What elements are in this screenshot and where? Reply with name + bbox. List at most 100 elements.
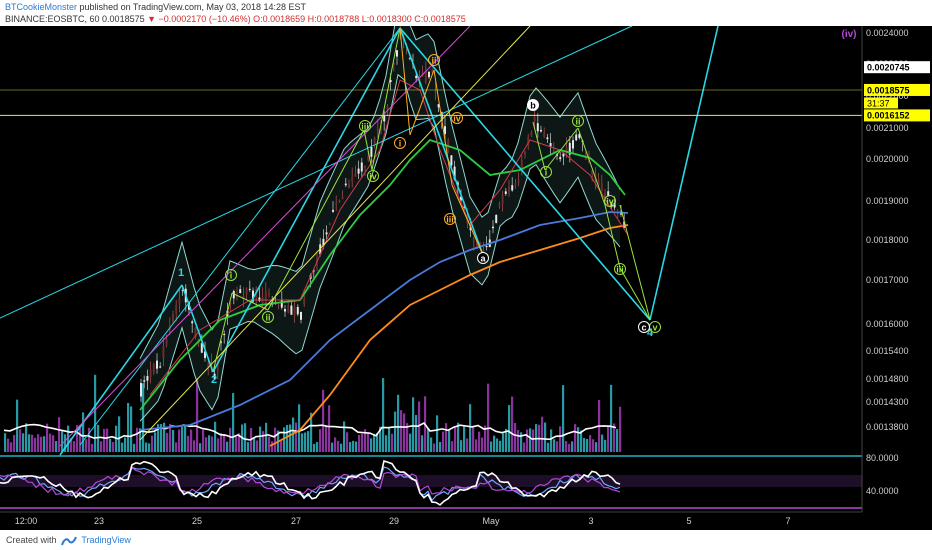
candle-body: [159, 366, 162, 368]
time-tick-label: 5: [686, 516, 691, 526]
horizontal-levels: [0, 89, 862, 116]
green-subwave-line: [604, 204, 621, 269]
candle-body: [376, 129, 379, 132]
volume-bar: [217, 438, 220, 452]
volume-bar: [136, 427, 139, 452]
volume-bar: [385, 435, 388, 452]
price-tick-label: 0.0014800: [866, 374, 909, 384]
candle-body: [424, 70, 427, 83]
volume-bar: [160, 424, 163, 452]
volume-bar: [415, 415, 418, 452]
volume-bar: [448, 429, 451, 452]
candle-body: [408, 57, 411, 59]
volume-bar: [4, 433, 7, 452]
candle-body: [533, 117, 536, 122]
candle-body: [354, 173, 357, 177]
wave-label-green-iii: iii: [361, 121, 369, 131]
countdown-bg: [864, 97, 898, 109]
footer: Created with TradingView: [0, 530, 932, 550]
price-tick-label: 0.0024000: [866, 28, 909, 38]
volume-bar: [382, 378, 385, 452]
volume-bar: [349, 442, 352, 452]
candle-body: [415, 75, 418, 79]
volume-bar: [559, 426, 562, 452]
volume-bar: [496, 438, 499, 452]
candle-body: [396, 50, 398, 57]
volume-bar: [565, 441, 568, 452]
wave-label-green-ii-2: ii: [575, 116, 580, 126]
candle-body: [172, 314, 174, 323]
candle-body: [559, 157, 562, 160]
volume-bar: [163, 422, 166, 452]
green-subwave-line: [371, 27, 401, 171]
volume-bar: [520, 432, 523, 452]
volume-bar: [184, 424, 187, 452]
author-link[interactable]: BTCookieMonster: [5, 2, 78, 12]
volume-bar: [52, 435, 55, 452]
candle-body: [460, 196, 462, 201]
cyan-wave-line: [181, 284, 214, 373]
volume-bar: [88, 427, 91, 452]
candle-body: [348, 184, 350, 188]
candle-body: [540, 129, 542, 132]
green-subwave-line: [212, 292, 233, 373]
wave-label-a-circle: [477, 252, 489, 264]
candle-body: [351, 177, 354, 182]
volume-bar: [148, 443, 151, 452]
candle-body: [325, 232, 328, 235]
candle-body: [178, 298, 181, 304]
green-subwave-line: [363, 129, 373, 171]
volume-bar: [202, 429, 205, 452]
price-change: ▼ −0.0002170 (−10.46%): [147, 14, 251, 24]
volume-bar: [67, 425, 70, 452]
candle-body: [341, 197, 344, 200]
volume-bar: [463, 426, 466, 452]
volume-bar: [586, 438, 589, 452]
candle-body: [508, 186, 510, 192]
candle-body: [568, 142, 571, 155]
candle-body: [204, 351, 206, 358]
time-tick-label: 7: [785, 516, 790, 526]
volume-bar: [502, 433, 505, 452]
candle-body: [604, 193, 606, 198]
volume-bar: [79, 425, 82, 452]
green-subwave-line: [619, 267, 651, 321]
candle-body: [277, 305, 280, 307]
wave-label-b: b: [530, 100, 536, 110]
volume-bar: [325, 425, 328, 452]
volume-bar: [370, 438, 373, 452]
wave-label-orange-iii: iii: [446, 214, 454, 224]
volume-bar: [226, 441, 229, 452]
wave-label-orange-i: i: [399, 138, 402, 148]
candle-body: [610, 203, 613, 207]
candle-body: [264, 291, 267, 303]
volume-bar: [22, 433, 25, 452]
candle-body: [450, 155, 453, 166]
volume-bar: [433, 443, 436, 452]
volume-bar: [547, 442, 550, 452]
volume-bar: [439, 441, 442, 452]
wave-label-orange-ii: ii: [431, 55, 436, 65]
volume-bar: [601, 434, 604, 452]
volume-bar: [187, 435, 190, 452]
candle-body: [392, 62, 395, 66]
volume-bar: [451, 441, 454, 452]
candle-body: [469, 226, 472, 231]
volume-bar: [334, 437, 337, 452]
volume-bar: [595, 442, 598, 452]
volume-bar: [196, 379, 199, 452]
volume-bar: [607, 426, 610, 452]
price-tag-label: 0.0016152: [867, 111, 910, 121]
tradingview-brand[interactable]: TradingView: [81, 535, 131, 545]
volume-bar: [310, 412, 313, 452]
candle-body: [248, 288, 251, 290]
candle-body: [623, 221, 626, 228]
wave-label-green-iv-2: iv: [606, 196, 614, 206]
wave-label-green-iv: iv: [369, 171, 377, 181]
volume-bar: [253, 437, 256, 452]
wave-label-c-circle: [638, 321, 650, 333]
volume-bar: [106, 428, 109, 452]
candle-body: [543, 133, 546, 137]
volume-bar: [571, 441, 574, 452]
